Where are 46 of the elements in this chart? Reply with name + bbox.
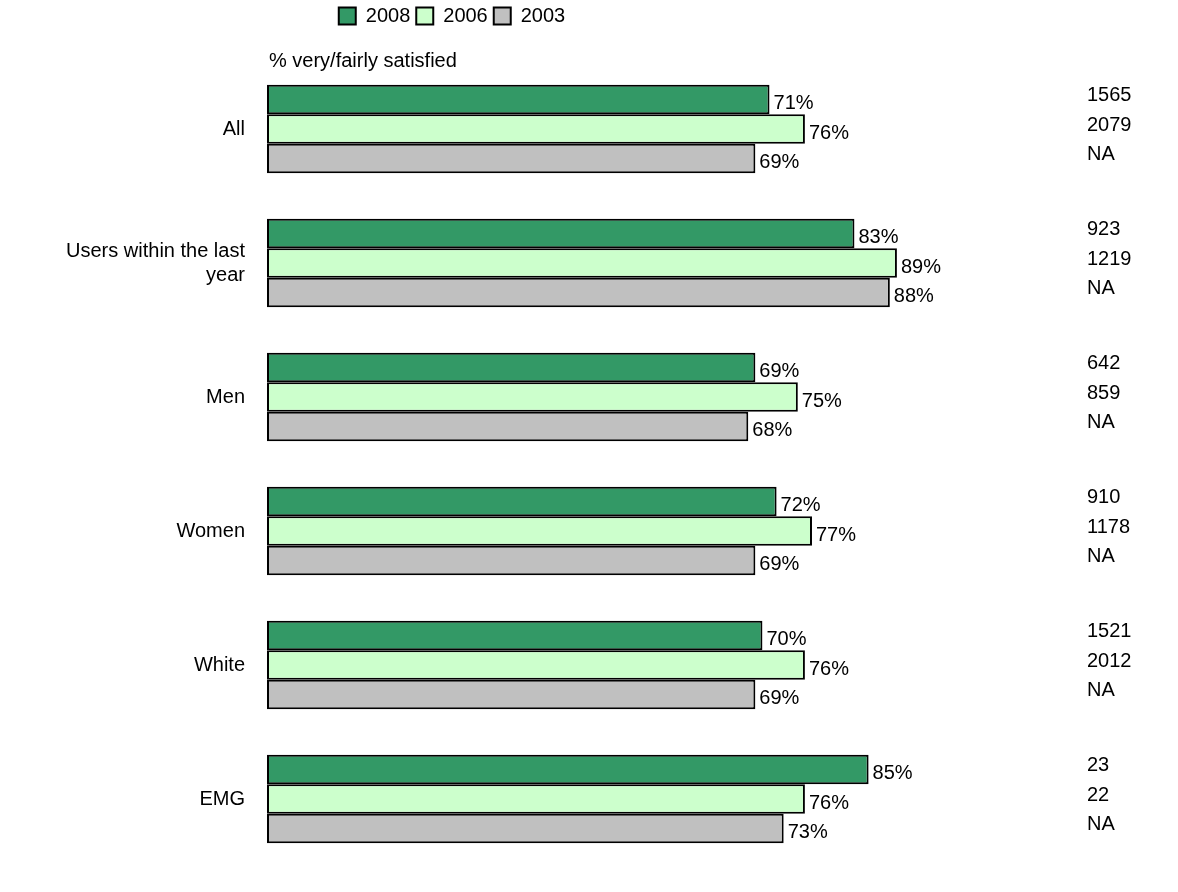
legend-label: 2003 [520, 3, 566, 26]
y-tick-label: Users within the last year [66, 238, 246, 285]
text: 642 [1087, 351, 1121, 374]
chart-subtitle: % very/fairly satisfied [269, 49, 457, 71]
text: 1521 [1087, 619, 1132, 642]
data-label: 85% [872, 761, 913, 784]
data-label: 83% [858, 225, 899, 248]
text: NA [1087, 410, 1116, 432]
legend-label: 2006 [443, 3, 488, 26]
y-tick-label: All [222, 116, 245, 139]
data-label: 68% [752, 418, 793, 440]
text: NA [1087, 812, 1116, 834]
data-label: 72% [780, 493, 821, 516]
data-label: 76% [808, 656, 850, 679]
text: 1565 [1087, 83, 1132, 106]
data-label: 69% [759, 359, 800, 382]
text: NA [1087, 544, 1116, 566]
data-label: 77% [815, 522, 857, 545]
y-tick-label: EMG [199, 786, 245, 809]
data-label: 71% [773, 91, 814, 114]
text: 1219 [1087, 246, 1132, 269]
data-label: 75% [801, 388, 843, 411]
legend-label: 2008 [365, 3, 411, 26]
text: 910 [1087, 485, 1121, 508]
data-label: 89% [900, 254, 942, 277]
data-label: 88% [893, 284, 935, 306]
text: NA [1087, 276, 1116, 298]
text: 23 [1087, 753, 1110, 776]
data-label: 76% [808, 790, 850, 813]
text: NA [1087, 678, 1116, 700]
text: 923 [1087, 217, 1121, 240]
text: NA [1087, 142, 1116, 164]
data-label: 73% [787, 820, 828, 842]
data-label: 69% [759, 686, 800, 708]
y-tick-label: Men [206, 384, 245, 407]
text: 1178 [1087, 514, 1131, 537]
text: 2012 [1087, 648, 1132, 671]
y-tick-label: White [193, 652, 245, 675]
text: 2079 [1087, 112, 1132, 135]
text: 859 [1087, 380, 1121, 403]
data-label: 69% [759, 552, 800, 574]
data-label: 76% [808, 120, 850, 143]
data-label: 69% [759, 150, 800, 172]
text: 22 [1087, 782, 1110, 805]
y-tick-label: Women [176, 518, 245, 541]
data-label: 70% [766, 627, 807, 650]
